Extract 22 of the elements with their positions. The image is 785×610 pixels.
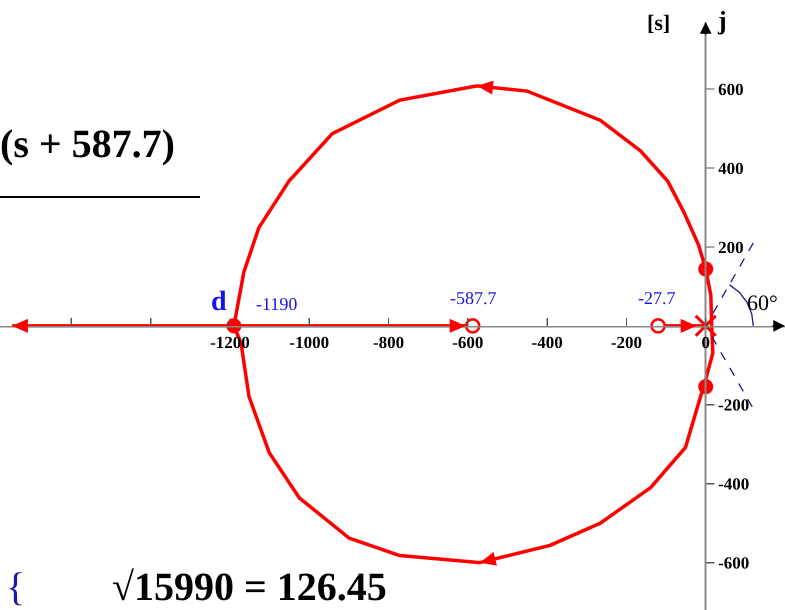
annotation: [s] [647,10,670,35]
x-tick-label: -600 [452,332,484,352]
y-tick-label: 600 [718,80,744,100]
annotation: -27.7 [638,288,676,308]
x-tick-label: -400 [532,332,563,352]
y-tick-label: -600 [718,554,750,573]
annotation: -1190 [256,294,298,314]
x-tick-label: -800 [372,332,404,352]
x-tick-label: -200 [610,332,642,352]
annotation: 60° [747,290,778,315]
annotation: { [6,564,26,609]
annotation: d [211,286,227,317]
annotation: (s + 587.7) [0,121,200,198]
y-tick-label: 200 [718,238,744,257]
y-tick-label: 400 [718,158,744,178]
x-tick-label: -1000 [289,332,330,352]
annotation: √15990 = 126.45 [112,564,387,609]
y-tick-label: -400 [718,474,750,494]
annotation: -587.7 [450,288,496,308]
y-tick-label: -200 [718,396,750,415]
x-tick-label: 0 [701,332,710,352]
y-axis-title: j [717,6,727,35]
